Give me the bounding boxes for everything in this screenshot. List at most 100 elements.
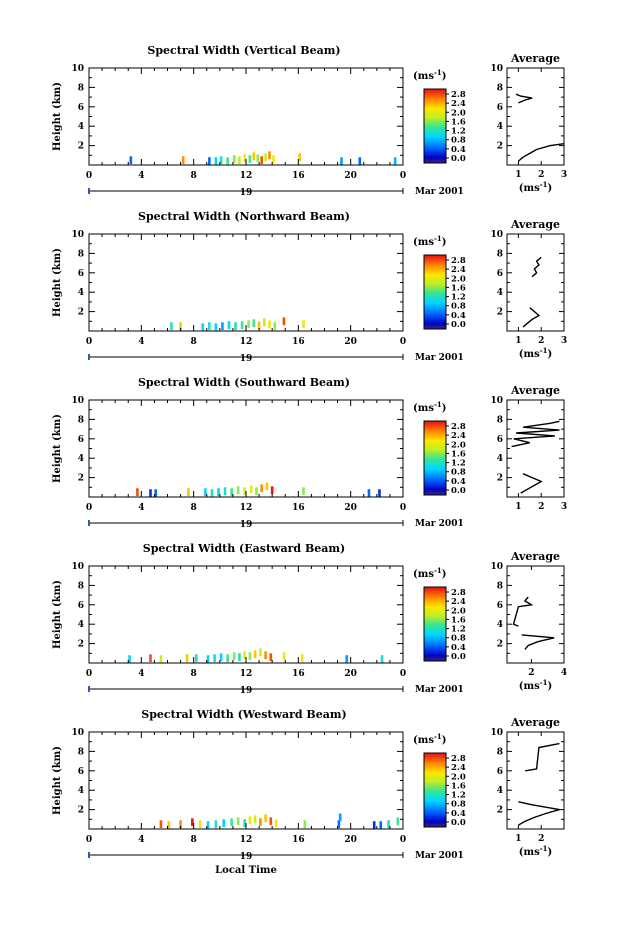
colorbar-segment xyxy=(424,279,446,282)
colorbar-tick-label: 0.4 xyxy=(451,809,466,819)
colorbar-segment xyxy=(424,612,446,616)
colorbar-segment xyxy=(424,310,446,313)
y-tick-label: 4 xyxy=(78,454,84,464)
average-x-label: (ms-1) xyxy=(519,844,552,858)
average-x-tick-label: 2 xyxy=(538,170,544,180)
colorbar-segment xyxy=(424,157,446,160)
data-cell xyxy=(240,321,244,330)
colorbar-units: (ms-1) xyxy=(413,732,446,746)
average-profile-line-upper xyxy=(511,420,560,448)
y-tick-label: 4 xyxy=(78,620,84,630)
average-x-tick-label: 2 xyxy=(538,336,544,346)
colorbar-units: (ms-1) xyxy=(413,400,446,414)
colorbar-segment xyxy=(424,286,446,289)
y-tick-label: 6 xyxy=(78,767,84,777)
data-cell xyxy=(214,323,218,331)
average-profile-line-upper xyxy=(525,742,560,772)
colorbar-tick-label: 1.2 xyxy=(451,791,466,801)
colorbar-segment xyxy=(424,133,446,136)
data-cell xyxy=(378,489,381,497)
average-frame xyxy=(506,399,565,498)
x-tick-label: 0 xyxy=(400,503,406,513)
x-tick-label: 16 xyxy=(292,669,305,679)
colorbar-tick-label: 1.2 xyxy=(451,459,466,469)
colorbar-segment xyxy=(424,472,446,476)
colorbar-segment xyxy=(424,151,446,155)
colorbar-segment xyxy=(424,432,446,435)
data-cell xyxy=(396,817,400,826)
colorbar-segment xyxy=(424,448,446,452)
colorbar-segment xyxy=(424,592,446,595)
data-cell xyxy=(367,489,371,497)
data-cell xyxy=(248,652,252,661)
colorbar-segment xyxy=(424,825,446,828)
data-cell xyxy=(208,322,211,331)
data-cell xyxy=(223,487,227,496)
average-y-tick-label: 8 xyxy=(497,249,503,259)
colorbar-tick-label: 1.6 xyxy=(451,781,466,791)
colorbar-segment xyxy=(424,815,446,819)
colorbar-segment xyxy=(424,135,446,138)
x-tick-label: 8 xyxy=(191,669,197,679)
average-y-tick-label: 4 xyxy=(497,786,503,796)
colorbar-segment xyxy=(424,458,446,461)
average-title: Average xyxy=(510,716,560,729)
colorbar-segment xyxy=(424,454,446,457)
colorbar-tick-label: 1.6 xyxy=(451,117,466,127)
y-axis-label: Height (km) xyxy=(52,580,63,649)
colorbar-units: (ms-1) xyxy=(413,566,446,580)
colorbar-segment xyxy=(424,808,446,811)
x-tick-label: 0 xyxy=(86,503,92,513)
date-label: Mar 2001 xyxy=(415,685,464,695)
data-cell xyxy=(226,157,229,165)
colorbar-segment xyxy=(424,256,446,260)
panel-3: Spectral Width (Southward Beam)0 4 8 12 16 20… xyxy=(52,376,567,530)
average-y-tick-label: 2 xyxy=(497,640,503,650)
data-cell xyxy=(265,482,269,491)
colorbar-segment xyxy=(424,625,446,629)
y-tick-label: 8 xyxy=(78,581,84,591)
colorbar-segment xyxy=(424,264,446,267)
average-y-tick-label: 4 xyxy=(497,288,503,298)
y-tick-label: 6 xyxy=(78,269,84,279)
x-tick-label: 4 xyxy=(138,171,144,181)
colorbar-segment xyxy=(424,111,446,114)
colorbar-segment xyxy=(424,319,446,323)
data-cell xyxy=(181,156,185,165)
day-label: 19 xyxy=(240,188,253,198)
colorbar-segment xyxy=(424,138,446,142)
data-cell xyxy=(236,817,240,826)
colorbar-segment xyxy=(424,100,446,103)
data-cell xyxy=(159,820,163,829)
x-tick-label: 4 xyxy=(138,669,144,679)
colorbar-segment xyxy=(424,795,446,798)
x-tick-label: 0 xyxy=(400,171,406,181)
colorbar-segment xyxy=(424,616,446,619)
colorbar-segment xyxy=(424,762,446,765)
average-profile-line-upper xyxy=(515,93,533,104)
date-label: Mar 2001 xyxy=(415,851,464,861)
colorbar-segment xyxy=(424,282,446,286)
y-axis-label: Height (km) xyxy=(52,746,63,815)
colorbar-segment xyxy=(424,624,446,627)
plot-frame xyxy=(88,731,404,830)
data-cell xyxy=(272,155,275,164)
colorbar-segment xyxy=(424,96,446,99)
colorbar-segment xyxy=(424,653,446,656)
average-frame xyxy=(506,233,565,332)
y-tick-label: 10 xyxy=(71,562,84,572)
colorbar-segment xyxy=(424,765,446,769)
colorbar-segment xyxy=(424,144,446,147)
colorbar-segment xyxy=(424,644,446,647)
colorbar-tick-label: 2.4 xyxy=(451,763,466,773)
colorbar-segment xyxy=(424,109,446,112)
colorbar-tick-label: 0.0 xyxy=(451,154,466,164)
colorbar-segment xyxy=(424,633,446,636)
colorbar-segment xyxy=(424,317,446,321)
colorbar-segment xyxy=(424,810,446,813)
colorbar-segment xyxy=(424,655,446,658)
colorbar-segment xyxy=(424,821,446,824)
colorbar-segment xyxy=(424,459,446,463)
colorbar-segment xyxy=(424,594,446,597)
data-cell xyxy=(282,652,286,661)
